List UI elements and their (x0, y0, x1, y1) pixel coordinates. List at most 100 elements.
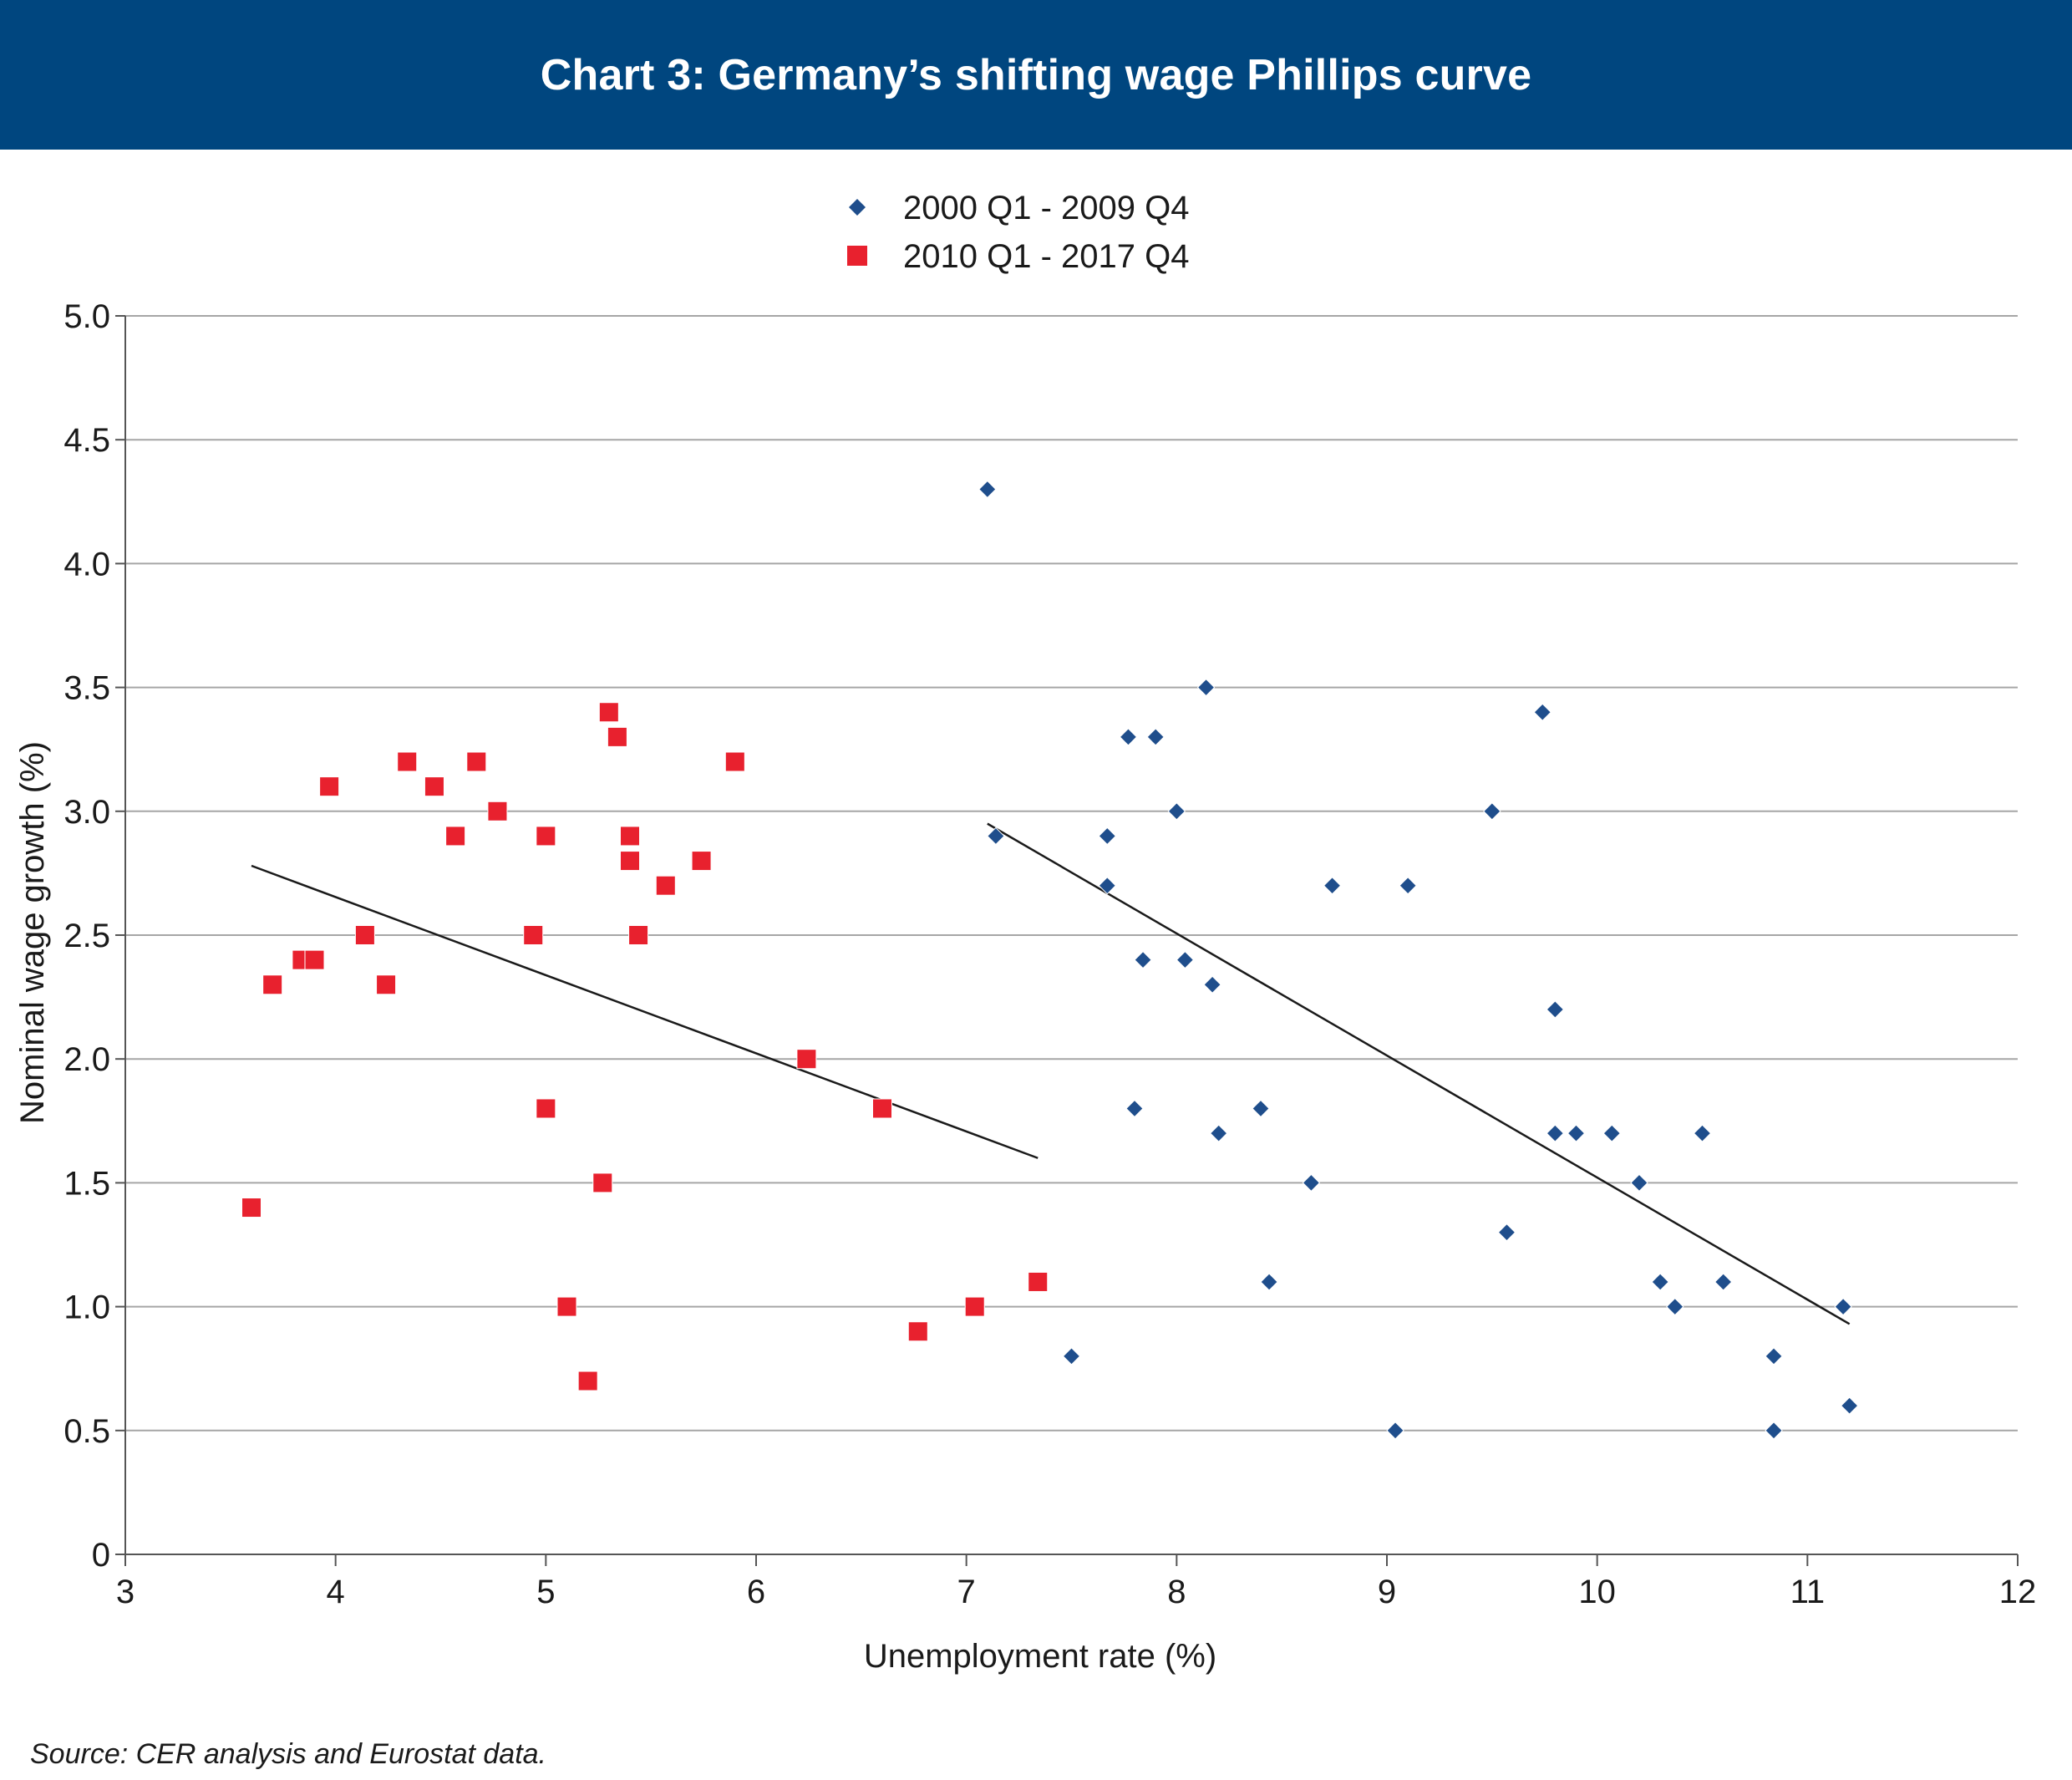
diamond-point (1546, 1124, 1565, 1142)
diamond-point (1260, 1273, 1278, 1291)
square-point (376, 974, 397, 995)
square-point (724, 751, 745, 772)
diamond-point (1196, 678, 1216, 697)
square-point (536, 1098, 556, 1119)
axes: 0 0.5 1.0 1.5 2.0 2.5 3.0 3.5 4.0 4.5 5.0 3 4 5 6 7 8 9 10… (63, 298, 2036, 1610)
diamond-point (1666, 1297, 1684, 1316)
x-tick-label: 6 (747, 1574, 765, 1610)
diamond-point (1497, 1223, 1516, 1242)
legend-square-icon (847, 246, 867, 266)
diamond-point (1252, 1099, 1270, 1118)
diamond-point (987, 826, 1005, 846)
legend-label: 2010 Q1 - 2017 Q4 (903, 238, 1189, 275)
diamond-point (1062, 1347, 1081, 1366)
source-note: Source: CER analysis and Eurostat data. (30, 1738, 546, 1770)
y-tick-label: 1.0 (63, 1289, 110, 1326)
square-point (262, 974, 283, 995)
diamond-point (1714, 1273, 1733, 1291)
diamond-point (1146, 728, 1165, 746)
legend: 2000 Q1 - 2009 Q4 2010 Q1 - 2017 Q4 (847, 190, 1189, 275)
diamond-point (1125, 1099, 1144, 1118)
square-point (319, 776, 340, 797)
y-tick-label: 2.0 (63, 1041, 110, 1078)
diamond-point (1167, 802, 1186, 821)
diamond-point (1203, 975, 1221, 994)
y-tick-label: 5.0 (63, 298, 110, 335)
square-point (628, 925, 649, 945)
square-point (620, 826, 640, 847)
diamond-point (1546, 1000, 1565, 1019)
square-point (796, 1049, 817, 1070)
diamond-point (1323, 877, 1342, 895)
diamond-point (1533, 703, 1551, 721)
square-point (1028, 1271, 1049, 1292)
square-point (487, 801, 508, 821)
diamond-point (1098, 826, 1116, 846)
diamond-point (1840, 1396, 1859, 1415)
square-point (523, 925, 544, 945)
y-axis-title: Nominal wage growth (%) (14, 741, 51, 1124)
y-tick-label: 3.5 (63, 670, 110, 707)
diamond-point (1176, 950, 1195, 969)
x-tick-label: 12 (1999, 1574, 2037, 1610)
y-tick-label: 0 (92, 1537, 110, 1574)
x-tick-label: 5 (536, 1574, 555, 1610)
square-point (424, 776, 444, 797)
y-tick-label: 3.0 (63, 794, 110, 831)
diamond-point (1602, 1124, 1621, 1142)
diamond-point (1386, 1421, 1404, 1440)
square-point (655, 875, 676, 896)
square-point (598, 702, 619, 723)
diamond-point (1119, 728, 1138, 746)
square-point (872, 1098, 892, 1119)
diamond-point (1693, 1124, 1712, 1142)
square-point (397, 751, 418, 772)
diamond-point (1567, 1124, 1586, 1142)
x-tick-label: 11 (1790, 1574, 1826, 1610)
diamond-point (1134, 950, 1152, 969)
square-point (907, 1321, 928, 1342)
diamond-point (1765, 1421, 1783, 1440)
x-tick-label: 3 (116, 1574, 135, 1610)
diamond-point (1098, 877, 1116, 895)
legend-diamond-icon (849, 199, 866, 216)
trendlines (251, 822, 1851, 1325)
y-tick-label: 4.0 (63, 546, 110, 582)
x-tick-label: 8 (1167, 1574, 1186, 1610)
diamond-point (1209, 1124, 1228, 1142)
square-point (964, 1296, 985, 1317)
diamond-point (1765, 1347, 1783, 1366)
diamond-point (1630, 1173, 1648, 1193)
diamond-point (1483, 802, 1501, 821)
square-point (304, 949, 325, 970)
square-point (592, 1172, 613, 1193)
y-tick-label: 1.5 (63, 1165, 110, 1202)
square-point (556, 1296, 577, 1317)
square-point (466, 751, 487, 772)
x-tick-label: 7 (957, 1574, 976, 1610)
diamond-point (1651, 1273, 1669, 1291)
x-tick-label: 4 (327, 1574, 345, 1610)
square-point (620, 851, 640, 872)
trendline-series-1 (987, 822, 1851, 1325)
diamond-point (1399, 877, 1417, 895)
trendline-series-2 (251, 864, 1039, 1159)
y-tick-label: 4.5 (63, 422, 110, 459)
diamond-point (978, 480, 997, 499)
square-point (445, 826, 466, 847)
x-axis-title: Unemployment rate (%) (864, 1638, 1216, 1675)
data-points (241, 480, 1859, 1440)
square-point (536, 826, 556, 847)
y-tick-label: 0.5 (63, 1413, 110, 1450)
square-point (354, 925, 375, 945)
x-tick-label: 9 (1378, 1574, 1396, 1610)
diamond-point (1302, 1173, 1321, 1193)
chart-title: Chart 3: Germany’s shifting wage Phillip… (540, 50, 1532, 99)
diamond-point (1834, 1297, 1852, 1316)
chart-header: Chart 3: Germany’s shifting wage Phillip… (0, 0, 2072, 150)
square-point (241, 1198, 262, 1218)
square-point (691, 851, 712, 872)
square-point (577, 1371, 598, 1391)
x-tick-label: 10 (1578, 1574, 1616, 1610)
